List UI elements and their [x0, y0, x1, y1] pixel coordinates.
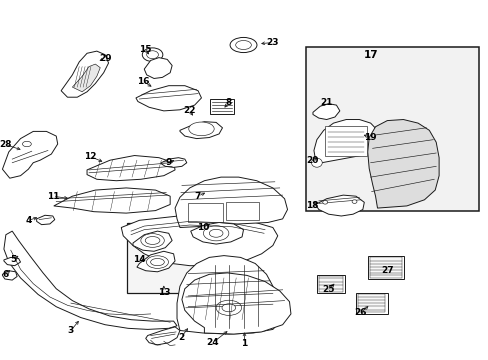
Ellipse shape — [351, 200, 356, 203]
Text: 2: 2 — [178, 333, 183, 342]
Text: 5: 5 — [11, 256, 17, 264]
Bar — [225, 202, 259, 220]
Text: 23: 23 — [266, 38, 279, 47]
Bar — [318, 276, 343, 292]
Ellipse shape — [142, 48, 163, 62]
Bar — [325, 126, 366, 156]
Polygon shape — [145, 327, 180, 345]
Polygon shape — [190, 222, 243, 244]
Polygon shape — [180, 122, 222, 139]
Text: 16: 16 — [136, 77, 149, 85]
Text: 8: 8 — [225, 98, 231, 107]
Ellipse shape — [141, 234, 164, 247]
Bar — [357, 294, 385, 312]
Ellipse shape — [322, 201, 327, 204]
Polygon shape — [137, 251, 175, 272]
Polygon shape — [72, 64, 100, 92]
Text: 3: 3 — [68, 326, 74, 335]
Ellipse shape — [146, 51, 158, 59]
Bar — [210, 99, 233, 114]
Polygon shape — [315, 195, 364, 216]
Ellipse shape — [188, 122, 214, 136]
Polygon shape — [313, 120, 378, 163]
Ellipse shape — [22, 141, 31, 147]
Polygon shape — [312, 104, 339, 120]
Text: 15: 15 — [139, 45, 152, 54]
Bar — [316, 275, 345, 293]
Polygon shape — [161, 158, 186, 167]
Polygon shape — [2, 131, 58, 178]
Text: 29: 29 — [99, 54, 111, 63]
Ellipse shape — [150, 258, 164, 266]
Polygon shape — [54, 188, 170, 213]
Text: 7: 7 — [194, 192, 201, 201]
Text: 20: 20 — [305, 156, 318, 165]
Bar — [369, 257, 401, 278]
Polygon shape — [61, 51, 108, 97]
Text: 14: 14 — [133, 255, 145, 264]
Text: 21: 21 — [320, 98, 332, 107]
Polygon shape — [182, 273, 290, 334]
Polygon shape — [4, 257, 20, 266]
Ellipse shape — [235, 40, 251, 49]
Bar — [127, 223, 212, 293]
Ellipse shape — [203, 226, 228, 241]
Ellipse shape — [145, 237, 160, 244]
Text: 28: 28 — [0, 140, 12, 149]
Text: 11: 11 — [46, 192, 59, 201]
Text: 27: 27 — [380, 266, 393, 275]
Polygon shape — [144, 58, 172, 78]
Polygon shape — [175, 177, 287, 228]
Text: 12: 12 — [84, 152, 97, 161]
Text: 13: 13 — [157, 288, 170, 297]
Polygon shape — [367, 120, 438, 208]
Bar — [305, 47, 478, 211]
Polygon shape — [87, 156, 175, 181]
Text: 17: 17 — [363, 50, 377, 60]
Polygon shape — [4, 231, 177, 329]
Polygon shape — [121, 215, 277, 266]
Text: 25: 25 — [322, 285, 334, 294]
Text: 19: 19 — [364, 133, 376, 142]
Ellipse shape — [216, 300, 241, 315]
Polygon shape — [2, 271, 17, 280]
Text: 6: 6 — [3, 270, 9, 279]
Polygon shape — [133, 231, 172, 251]
Polygon shape — [136, 86, 201, 111]
Bar — [355, 293, 387, 314]
Bar — [367, 256, 404, 279]
Text: 26: 26 — [354, 308, 366, 317]
Polygon shape — [37, 215, 55, 225]
Ellipse shape — [311, 158, 322, 167]
Text: 22: 22 — [183, 107, 196, 115]
Text: 24: 24 — [206, 338, 219, 347]
Polygon shape — [177, 256, 279, 334]
Text: 9: 9 — [165, 158, 172, 167]
Ellipse shape — [229, 37, 257, 53]
Ellipse shape — [209, 229, 223, 237]
Bar — [188, 203, 223, 222]
Text: 4: 4 — [25, 216, 32, 225]
Text: 1: 1 — [241, 338, 247, 348]
Ellipse shape — [222, 304, 235, 312]
Text: 18: 18 — [305, 201, 318, 210]
Ellipse shape — [146, 256, 168, 269]
Text: 10: 10 — [196, 223, 209, 232]
